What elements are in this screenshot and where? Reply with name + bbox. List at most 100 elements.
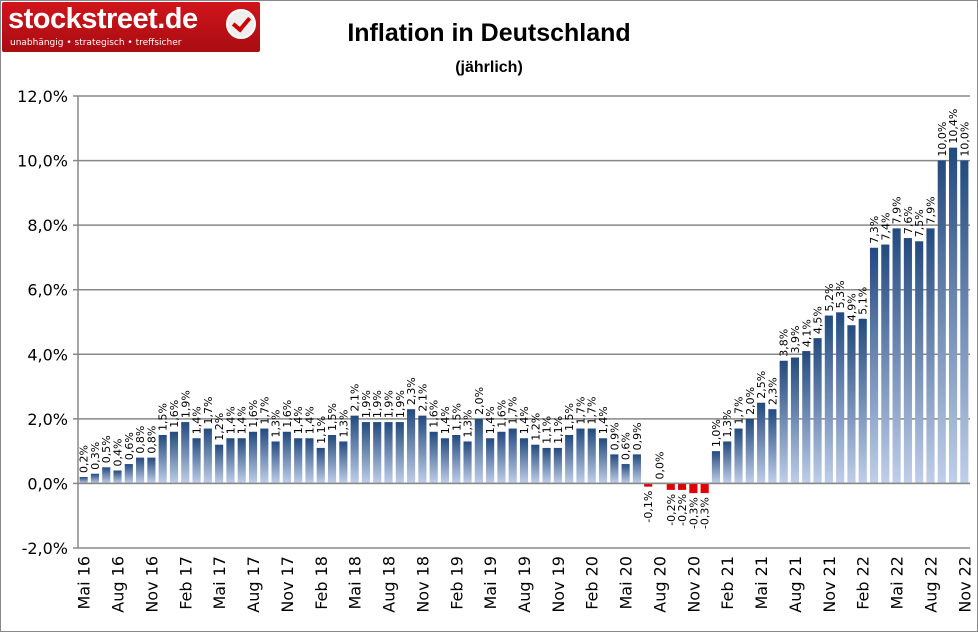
x-tick-label: Nov 19	[549, 556, 568, 613]
data-label: -0,2%	[676, 494, 689, 526]
data-label: 7,6%	[902, 206, 915, 234]
x-tick-label: Mai 22	[888, 556, 907, 610]
bar	[463, 441, 472, 484]
bar	[790, 357, 800, 484]
bar	[836, 312, 845, 484]
bar	[711, 451, 721, 484]
data-label: 1,6%	[495, 400, 508, 428]
data-label: 1,6%	[168, 400, 181, 428]
bar	[847, 325, 856, 484]
bar	[768, 409, 777, 484]
data-label: 1,6%	[247, 400, 260, 428]
bar	[124, 464, 133, 484]
x-tick-label: Aug 18	[380, 556, 399, 613]
data-label: 5,1%	[857, 287, 870, 315]
bar	[689, 483, 698, 494]
y-tick-label: 8,0%	[27, 216, 68, 235]
bar	[192, 438, 201, 484]
data-label: 1,7%	[507, 397, 520, 425]
bar	[237, 438, 246, 484]
stockstreet-logo: stockstreet.de unabhängig • strategisch …	[2, 2, 260, 52]
bar	[395, 422, 404, 484]
data-label: 3,9%	[789, 326, 802, 354]
data-label: -0,1%	[642, 491, 655, 523]
y-tick-label: 10,0%	[17, 152, 68, 171]
bar	[734, 428, 743, 484]
x-tick-label: Feb 19	[447, 556, 466, 610]
x-tick-label: Aug 20	[650, 556, 669, 613]
data-label: 1,9%	[371, 390, 384, 418]
x-tick-label: Mai 16	[75, 556, 94, 610]
bar	[350, 415, 359, 484]
bar	[519, 438, 529, 484]
bar	[361, 422, 370, 484]
bar	[598, 438, 608, 484]
bar	[723, 441, 732, 484]
data-label: 10,4%	[947, 109, 960, 144]
bar	[587, 428, 596, 484]
bar	[248, 431, 258, 484]
bar	[621, 464, 630, 484]
bar	[316, 447, 325, 484]
bar	[553, 447, 562, 484]
bar	[102, 467, 111, 484]
data-label: 0,9%	[608, 422, 621, 450]
data-label: 0,6%	[123, 432, 136, 460]
bar	[869, 247, 879, 484]
bar	[632, 454, 641, 484]
bar	[824, 315, 833, 484]
data-label: 1,5%	[563, 403, 576, 431]
bar	[474, 418, 483, 484]
data-label: 0,6%	[620, 432, 633, 460]
data-label: 7,3%	[868, 216, 881, 244]
data-label: 1,3%	[337, 410, 350, 438]
data-label: 1,4%	[224, 406, 237, 434]
data-label: -0,3%	[699, 497, 712, 529]
bar	[915, 241, 924, 484]
bar	[531, 444, 540, 484]
data-label: 7,9%	[924, 196, 937, 224]
bar	[576, 428, 585, 484]
bar	[497, 431, 506, 484]
data-label: 1,3%	[462, 410, 475, 438]
y-tick-label: 12,0%	[17, 87, 68, 106]
bar	[271, 441, 280, 484]
y-tick-label: 6,0%	[27, 281, 68, 300]
data-label: 1,5%	[326, 403, 339, 431]
x-tick-label: Feb 21	[718, 556, 737, 610]
data-label: 2,0%	[473, 387, 486, 415]
data-label: 4,9%	[845, 293, 858, 321]
bar	[926, 228, 935, 484]
y-tick-label: 2,0%	[27, 410, 68, 429]
bar	[802, 351, 811, 484]
bar	[339, 441, 348, 484]
data-label: 10,0%	[958, 122, 971, 157]
x-tick-label: Nov 16	[142, 556, 161, 613]
bar	[136, 457, 145, 484]
x-tick-label: Feb 22	[854, 556, 873, 610]
y-tick-label: 4,0%	[27, 345, 68, 364]
x-tick-label: Nov 18	[413, 556, 432, 613]
bar	[892, 228, 901, 484]
data-label: 1,1%	[552, 416, 565, 444]
bar	[700, 483, 709, 494]
bar	[948, 147, 958, 484]
data-label: -0,2%	[665, 494, 678, 526]
x-tick-label: Mai 20	[617, 556, 636, 610]
bar	[147, 457, 156, 484]
data-label: 2,5%	[755, 371, 768, 399]
data-label: 1,2%	[529, 413, 542, 441]
x-tick-label: Mai 17	[210, 556, 229, 610]
y-tick-label: 0,0%	[27, 474, 68, 493]
data-label: 1,6%	[428, 400, 441, 428]
bar	[203, 428, 212, 484]
data-label: 2,3%	[405, 377, 418, 405]
data-label: 1,2%	[213, 413, 226, 441]
logo-name: stockstreet.de	[8, 3, 198, 35]
x-tick-label: Feb 18	[312, 556, 331, 610]
data-label: 1,4%	[191, 406, 204, 434]
bar	[429, 431, 438, 484]
data-label: 1,5%	[450, 403, 463, 431]
bar	[903, 238, 912, 484]
x-tick-label: Aug 17	[244, 556, 263, 613]
